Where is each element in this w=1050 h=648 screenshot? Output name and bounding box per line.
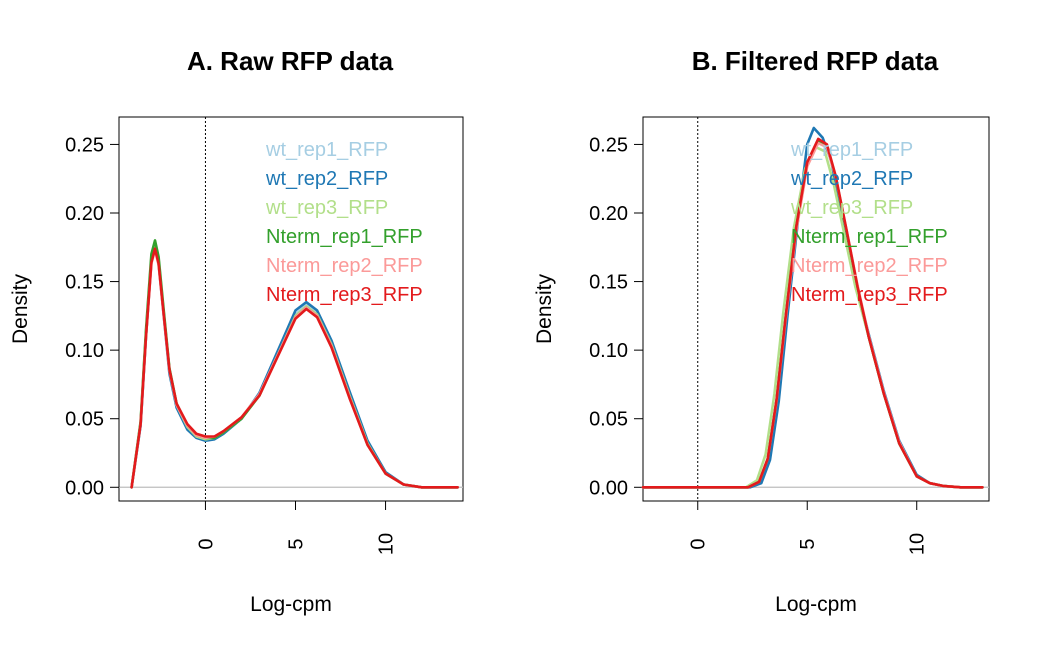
chart-title: A. Raw RFP data [187,46,394,76]
density-line-nterm-rep3-rfp [130,247,459,489]
legend-entry: Nterm_rep1_RFP [266,226,423,248]
x-tick-label: 5 [286,538,308,549]
legend-entry: wt_rep3_RFP [790,197,913,219]
y-tick-label: 0.15 [65,272,104,294]
x-tick-label: 10 [907,533,929,555]
legend-entry: wt_rep2_RFP [265,168,388,190]
legend-entry: wt_rep1_RFP [265,139,388,161]
legend-entry: wt_rep3_RFP [265,197,388,219]
x-tick-label: 0 [195,538,217,549]
legend-entry: Nterm_rep3_RFP [266,284,423,306]
y-tick-label: 0.10 [589,340,628,362]
legend-entry: Nterm_rep3_RFP [791,284,948,306]
legend-entry: Nterm_rep2_RFP [791,255,948,277]
x-axis-label: Log-cpm [250,593,332,616]
y-tick-label: 0.20 [589,203,628,225]
y-tick-label: 0.10 [65,340,104,362]
y-tick-label: 0.05 [589,409,628,431]
x-tick-label: 5 [797,538,819,549]
x-axis-label: Log-cpm [775,593,857,616]
y-tick-label: 0.20 [65,203,104,225]
y-tick-label: 0.00 [65,477,104,499]
y-tick-label: 0.05 [65,409,104,431]
x-tick-label: 10 [376,533,398,555]
panel-filtered-rfp: B. Filtered RFP data 0.00 0.05 0.10 0.15 0.20… [533,46,990,616]
chart-title: B. Filtered RFP data [692,46,939,76]
panel-raw-rfp: A. Raw RFP data 0.00 0.05 0.10 0.15 0.20 0.25 0… [9,46,464,616]
legend-entry: wt_rep1_RFP [790,139,913,161]
legend-entry: Nterm_rep1_RFP [791,226,948,248]
y-tick-label: 0.25 [589,134,628,156]
legend-entry: Nterm_rep2_RFP [266,255,423,277]
y-axis-label: Density [533,273,556,344]
y-tick-label: 0.00 [589,477,628,499]
legend-entry: wt_rep2_RFP [790,168,913,190]
y-tick-label: 0.25 [65,134,104,156]
y-tick-label: 0.15 [589,272,628,294]
y-axis-label: Density [9,273,32,344]
x-tick-label: 0 [688,538,710,549]
density-line-nterm-rep3-rfp [641,137,984,489]
